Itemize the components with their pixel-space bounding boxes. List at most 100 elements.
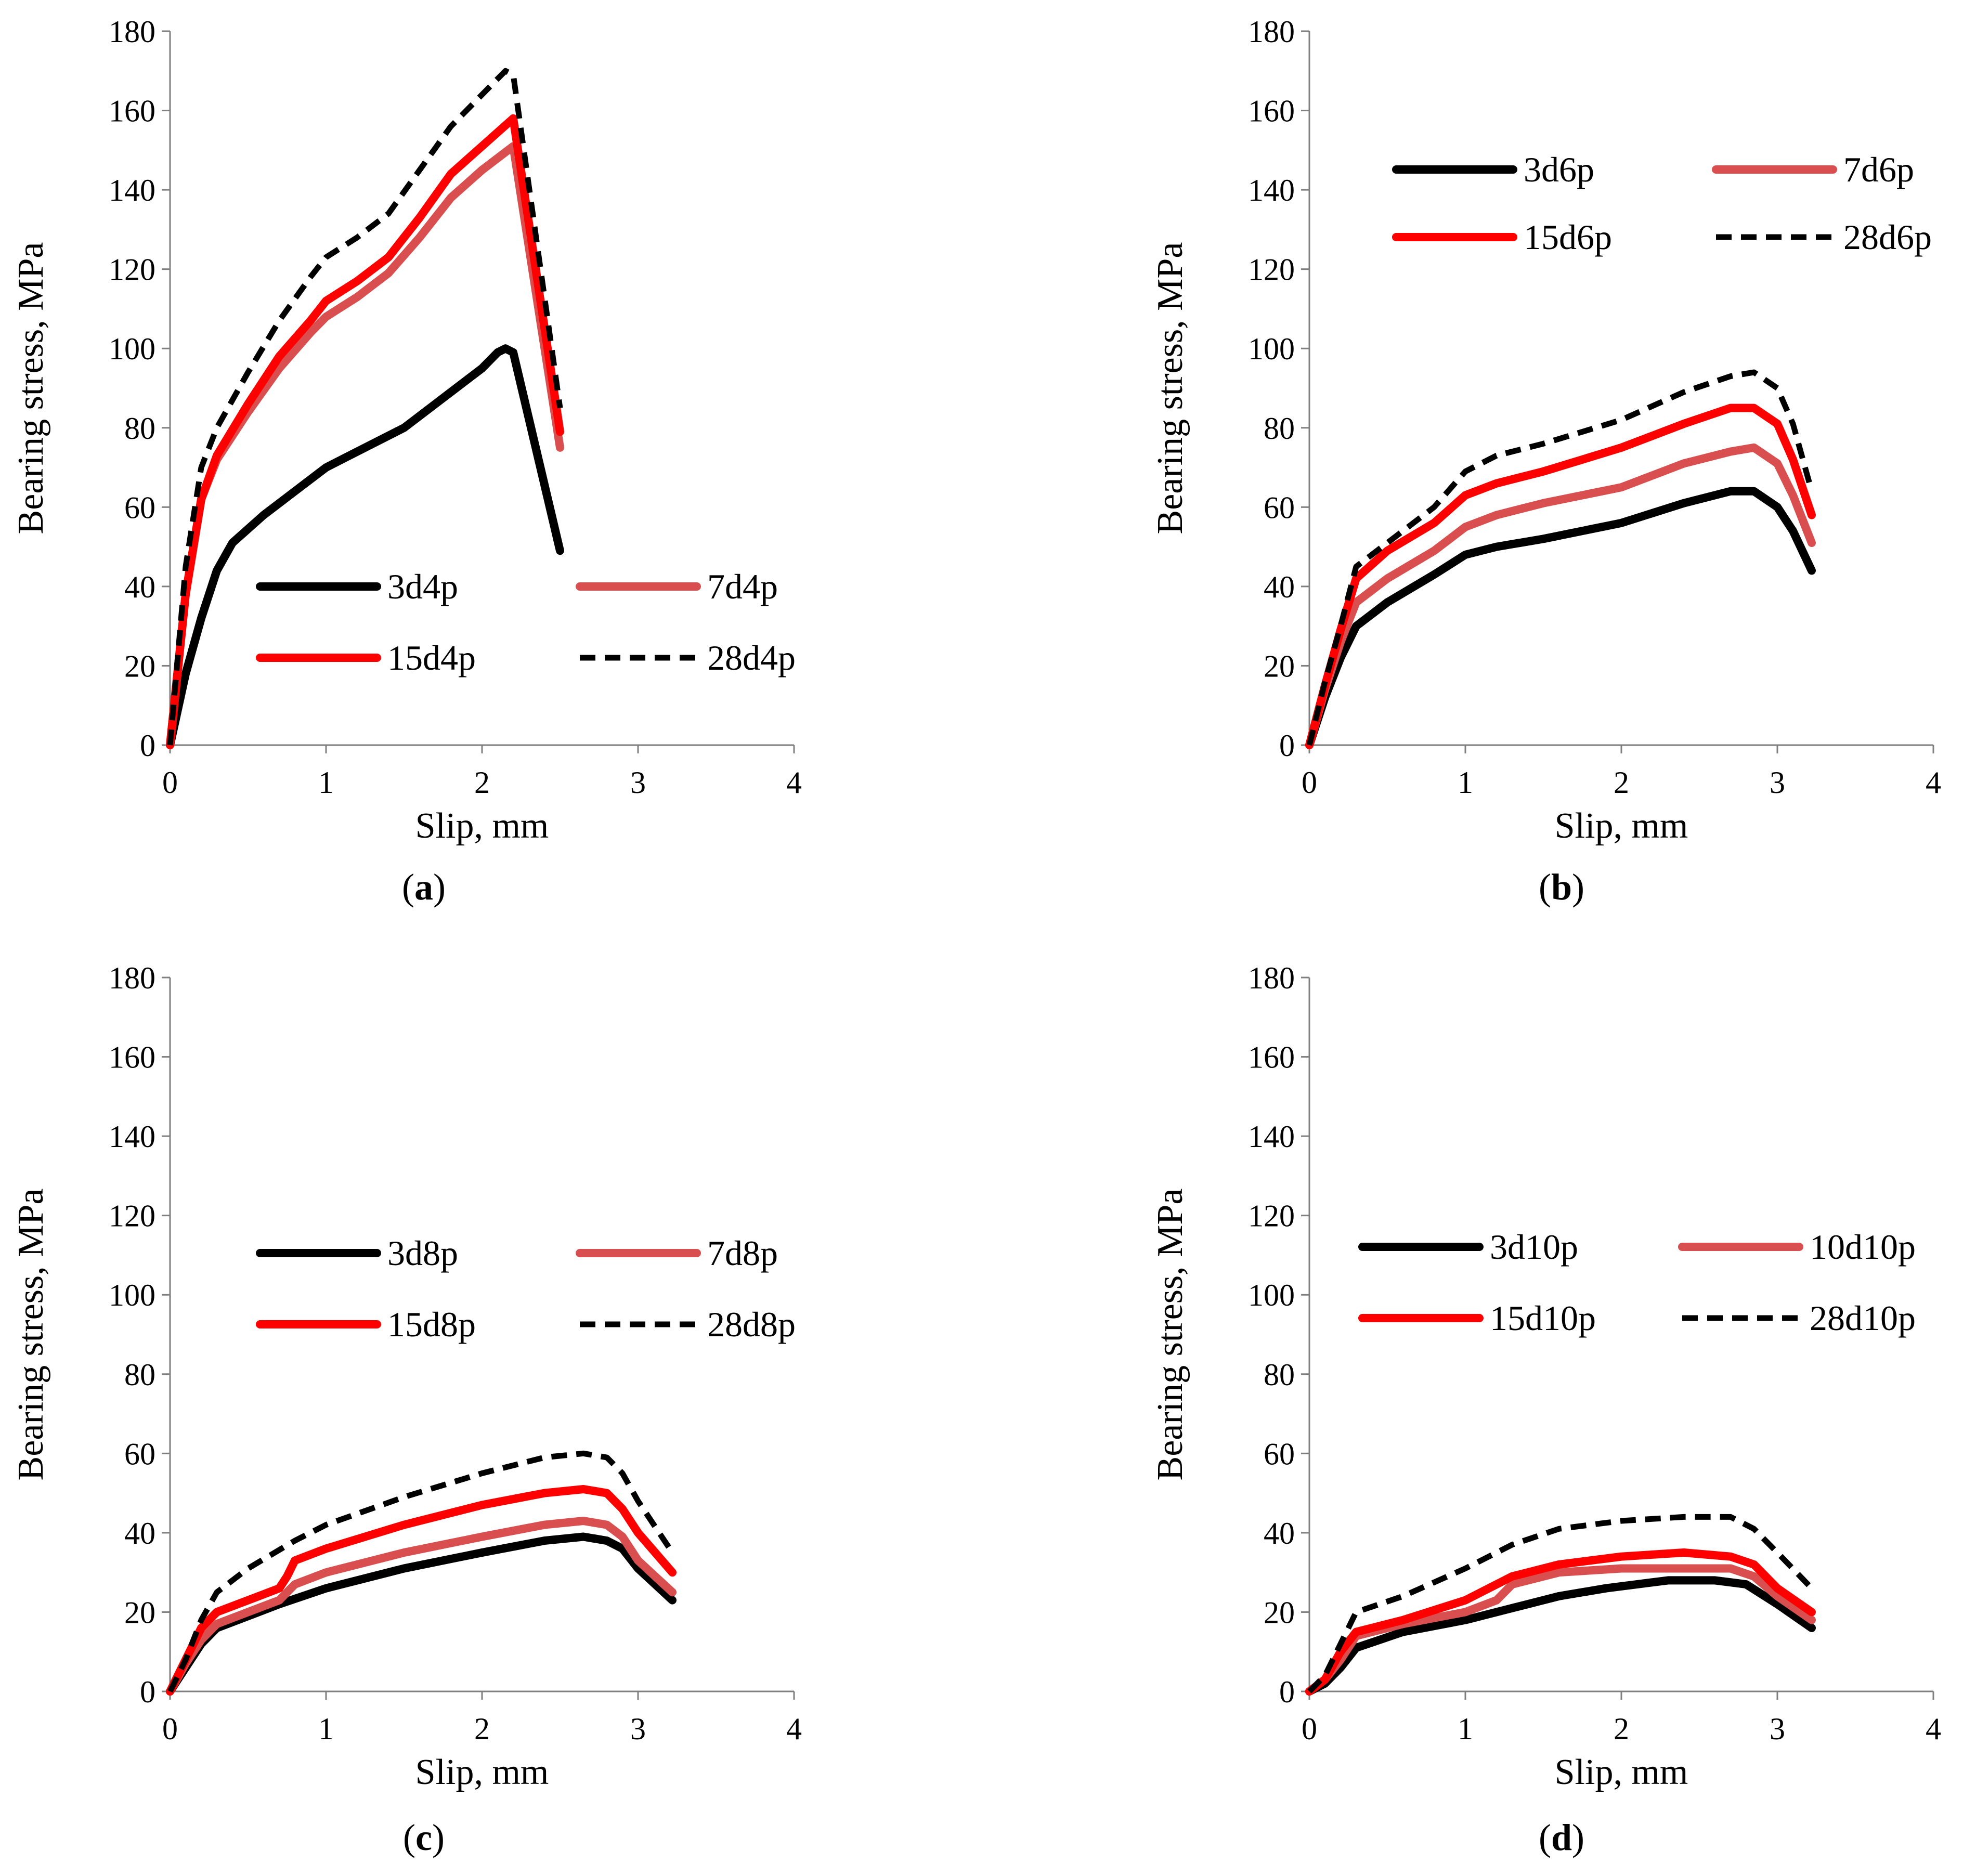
legend-label-3d6p: 3d6p: [1524, 150, 1594, 189]
caption-close-paren: ): [1572, 1817, 1584, 1858]
y-tick-label: 120: [109, 1199, 155, 1233]
series-line-3d6p: [1305, 487, 1816, 749]
legend-label-28d8p: 28d8p: [707, 1305, 796, 1344]
chart-panel-d: 0 20 40 60 80 100 120 140 160 180 0 1 2 3 4 Slip, mm Bea…: [1150, 961, 1941, 1858]
legend-label-15d6p: 15d6p: [1524, 217, 1612, 257]
y-tick-label: 100: [1248, 332, 1295, 366]
y-tick-label: 60: [124, 490, 155, 525]
y-axis-label: Bearing stress, MPa: [11, 242, 51, 535]
y-tick-label: 40: [124, 1516, 155, 1551]
y-tick-label: 20: [1264, 649, 1295, 683]
x-tick-label: 1: [1458, 1712, 1473, 1746]
x-tick-label: 3: [630, 765, 646, 800]
legend-label-7d8p: 7d8p: [707, 1233, 778, 1273]
y-tick-label: 80: [1264, 1358, 1295, 1392]
y-tick-label: 160: [1248, 94, 1295, 128]
x-axis-label: Slip, mm: [415, 806, 549, 846]
y-axis-label: Bearing stress, MPa: [1150, 242, 1190, 535]
x-axis-label: Slip, mm: [1555, 806, 1688, 846]
y-tick-label: 100: [109, 1278, 155, 1312]
chart-panel-a: 0 20 40 60 80 100 120 140 160 180 0 1 2 3 4 Slip, mm Bea…: [11, 15, 802, 908]
legend-label-7d4p: 7d4p: [707, 567, 778, 606]
legend-label-3d8p: 3d8p: [387, 1233, 458, 1273]
y-tick-label: 0: [1279, 728, 1295, 763]
legend-label-28d6p: 28d6p: [1843, 217, 1932, 257]
y-tick-label: 140: [1248, 173, 1295, 207]
legend-label-3d4p: 3d4p: [387, 567, 458, 606]
legend-label-7d6p: 7d6p: [1843, 150, 1914, 189]
x-tick-label: 0: [162, 765, 178, 800]
y-tick-label: 120: [1248, 253, 1295, 287]
x-tick-label: 3: [1770, 765, 1785, 800]
x-tick-label: 2: [474, 765, 490, 800]
y-tick-label: 20: [124, 649, 155, 683]
x-tick-label: 1: [1458, 765, 1473, 800]
y-tick-label: 180: [109, 15, 155, 49]
series-line-28d10p: [1307, 1514, 1814, 1693]
x-tick-label: 4: [1926, 765, 1941, 800]
legend-label-3d10p: 3d10p: [1490, 1227, 1578, 1267]
y-tick-label: 0: [140, 728, 155, 763]
y-tick-label: 160: [109, 1040, 155, 1075]
panel-caption: (d): [1539, 1817, 1584, 1858]
x-tick-label: 4: [1926, 1712, 1941, 1746]
panel-caption: (a): [402, 866, 446, 908]
y-tick-label: 80: [124, 1358, 155, 1392]
y-tick-label: 60: [124, 1437, 155, 1471]
y-tick-label: 20: [124, 1595, 155, 1630]
x-tick-label: 3: [630, 1712, 646, 1746]
y-tick-label: 100: [109, 332, 155, 366]
legend-label-28d10p: 28d10p: [1810, 1298, 1916, 1338]
series-line-3d10p: [1305, 1576, 1816, 1696]
chart-panel-b: 0 20 40 60 80 100 120 140 160 180 0 1 2 3 4 Slip, mm Bea…: [1150, 15, 1941, 908]
caption-letter: a: [414, 866, 433, 908]
y-tick-label: 140: [1248, 1119, 1295, 1154]
panel-caption: (c): [403, 1817, 445, 1858]
x-tick-label: 1: [318, 765, 334, 800]
y-tick-label: 40: [1264, 1516, 1295, 1551]
x-tick-label: 4: [786, 1712, 802, 1746]
series-line-28d6p: [1306, 369, 1815, 746]
y-tick-label: 160: [1248, 1040, 1295, 1075]
legend-label-15d8p: 15d8p: [387, 1305, 476, 1344]
series-line-28d4p: [167, 68, 563, 746]
y-tick-label: 140: [109, 173, 155, 207]
legend-label-15d10p: 15d10p: [1490, 1298, 1596, 1338]
y-tick-label: 180: [109, 961, 155, 995]
caption-close-paren: ): [1572, 866, 1584, 908]
series-line-15d6p: [1305, 403, 1816, 749]
y-axis-label: Bearing stress, MPa: [1150, 1189, 1190, 1481]
y-tick-label: 140: [109, 1119, 155, 1154]
caption-letter: d: [1551, 1817, 1572, 1858]
series-line-7d8p: [166, 1517, 677, 1696]
y-tick-label: 160: [109, 94, 155, 128]
y-tick-label: 120: [1248, 1199, 1295, 1233]
y-tick-label: 40: [1264, 570, 1295, 604]
y-tick-label: 20: [1264, 1595, 1295, 1630]
x-tick-label: 2: [474, 1712, 490, 1746]
x-axis-label: Slip, mm: [1555, 1752, 1688, 1792]
panel-caption: (b): [1539, 866, 1584, 908]
x-tick-label: 0: [162, 1712, 178, 1746]
x-tick-label: 2: [1614, 1712, 1629, 1746]
series-line-15d4p: [166, 114, 564, 749]
series-line-15d10p: [1305, 1548, 1816, 1696]
legend-label-28d4p: 28d4p: [707, 638, 796, 678]
x-tick-label: 4: [786, 765, 802, 800]
y-tick-label: 80: [124, 411, 155, 446]
y-tick-label: 180: [1248, 961, 1295, 995]
y-tick-label: 120: [109, 253, 155, 287]
caption-open-paren: (: [1539, 866, 1551, 908]
caption-close-paren: ): [432, 1817, 445, 1858]
x-tick-label: 0: [1302, 765, 1317, 800]
x-tick-label: 1: [318, 1712, 334, 1746]
x-axis-label: Slip, mm: [415, 1752, 549, 1792]
x-tick-label: 3: [1770, 1712, 1785, 1746]
caption-letter: b: [1551, 866, 1572, 908]
y-axis-label: Bearing stress, MPa: [11, 1189, 51, 1481]
caption-open-paren: (: [402, 866, 414, 908]
x-tick-label: 0: [1302, 1712, 1317, 1746]
y-tick-label: 0: [140, 1675, 155, 1709]
caption-open-paren: (: [403, 1817, 415, 1858]
